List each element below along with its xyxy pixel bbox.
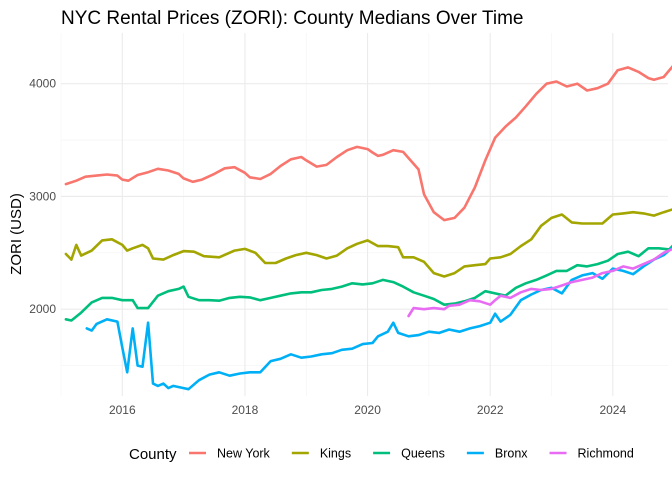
legend-label-queens: Queens <box>401 447 445 461</box>
x-tick-label: 2024 <box>599 403 626 417</box>
series-lines <box>64 65 672 391</box>
series-line-kings <box>64 208 672 278</box>
legend-label-kings: Kings <box>320 447 351 461</box>
series-line-new-york <box>64 65 672 222</box>
x-tick-label: 2016 <box>109 403 136 417</box>
x-axis-ticks: 2016 2018 2020 2022 2024 <box>109 403 627 417</box>
legend-title: County <box>129 446 177 463</box>
gridlines <box>60 33 668 396</box>
legend-label-bronx: Bronx <box>495 447 528 461</box>
chart-title: NYC Rental Prices (ZORI): County Medians… <box>61 8 523 29</box>
x-tick-label: 2020 <box>354 403 381 417</box>
series-line-queens <box>64 244 672 322</box>
legend: County New York Kings Queens Bronx Richmond <box>129 446 634 463</box>
y-axis-label: ZORI (USD) <box>8 193 25 275</box>
x-tick-label: 2022 <box>477 403 504 417</box>
x-tick-label: 2018 <box>232 403 259 417</box>
legend-label-new-york: New York <box>217 447 271 461</box>
y-tick-label: 4000 <box>29 77 56 91</box>
series-line-bronx <box>85 246 672 391</box>
legend-label-richmond: Richmond <box>578 447 634 461</box>
y-axis-ticks: 2000 3000 4000 <box>29 77 56 316</box>
y-tick-label: 2000 <box>29 302 56 316</box>
series-line-richmond <box>407 247 672 318</box>
y-tick-label: 3000 <box>29 189 56 203</box>
